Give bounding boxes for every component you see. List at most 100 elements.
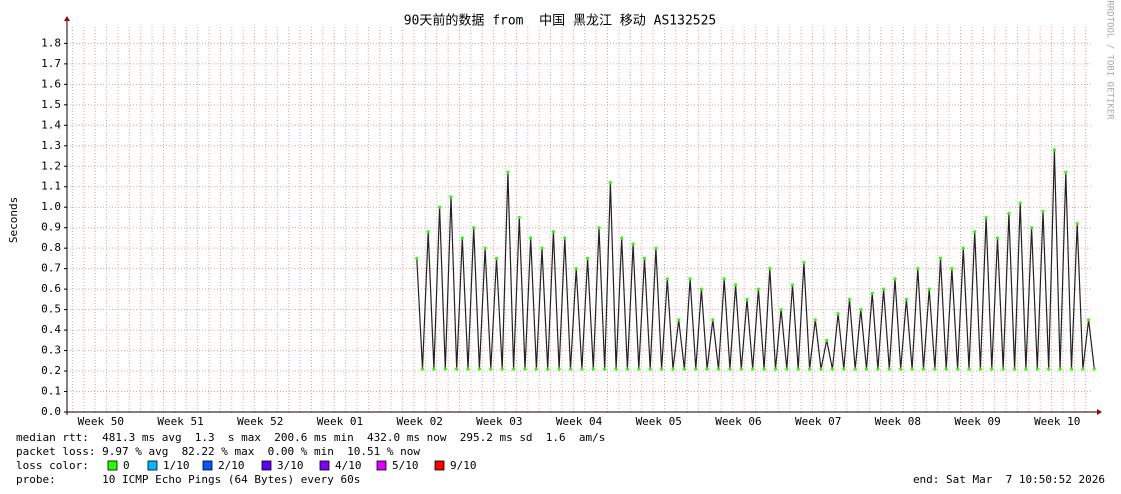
rtt-point bbox=[705, 367, 709, 371]
rtt-point bbox=[694, 367, 698, 371]
rtt-point bbox=[563, 236, 567, 240]
x-tick-label: Week 52 bbox=[237, 415, 283, 428]
rtt-point bbox=[722, 277, 726, 281]
rtt-point bbox=[1086, 318, 1091, 322]
rtt-point bbox=[847, 297, 852, 301]
rtt-point bbox=[489, 367, 493, 371]
probe: probe: 10 ICMP Echo Pings (64 Bytes) eve… bbox=[16, 473, 360, 486]
rtt-point bbox=[973, 230, 977, 234]
rtt-point bbox=[773, 367, 778, 371]
rtt-point bbox=[455, 367, 459, 371]
rtt-point bbox=[1012, 367, 1017, 371]
rtt-point bbox=[1007, 211, 1011, 215]
rtt-point bbox=[511, 367, 516, 371]
rtt-point bbox=[460, 236, 464, 240]
x-tick-label: Week 04 bbox=[556, 415, 603, 428]
legend-label: 3/10 bbox=[277, 459, 304, 472]
rtt-point bbox=[711, 318, 715, 322]
rtt-point bbox=[1041, 209, 1045, 213]
rtt-point bbox=[813, 318, 817, 322]
x-tick-label: Week 06 bbox=[715, 415, 761, 428]
rtt-point bbox=[961, 246, 965, 250]
rtt-point bbox=[842, 367, 846, 371]
legend-label: 2/10 bbox=[218, 459, 245, 472]
legend-swatch bbox=[107, 460, 118, 471]
median-rtt: median rtt: 481.3 ms avg 1.3 s max 200.6… bbox=[16, 431, 605, 444]
rtt-point bbox=[819, 367, 823, 371]
y-tick-label: 1.7 bbox=[41, 57, 61, 70]
x-tick-label: Week 09 bbox=[954, 415, 1000, 428]
rtt-point bbox=[921, 367, 926, 371]
rtt-point bbox=[671, 367, 675, 371]
rtt-point bbox=[756, 287, 760, 291]
y-tick-label: 0.9 bbox=[41, 221, 61, 234]
rtt-point bbox=[591, 367, 595, 371]
legend-label: 9/10 bbox=[450, 459, 477, 472]
legend-label: 0 bbox=[123, 459, 130, 472]
rtt-point bbox=[808, 367, 812, 371]
y-tick-label: 1.1 bbox=[41, 180, 61, 193]
y-tick-label: 0.1 bbox=[41, 385, 61, 398]
rtt-point bbox=[956, 367, 960, 371]
rtt-point bbox=[1018, 201, 1022, 205]
legend-label: 1/10 bbox=[163, 459, 190, 472]
x-axis-arrow bbox=[1097, 409, 1102, 415]
y-tick-label: 1.5 bbox=[41, 98, 61, 111]
y-tick-label: 1.3 bbox=[41, 139, 61, 152]
y-tick-label: 1.4 bbox=[41, 118, 61, 131]
y-tick-label: 0.3 bbox=[41, 344, 61, 357]
rtt-point bbox=[876, 367, 880, 371]
legend-label: 4/10 bbox=[335, 459, 362, 472]
x-tick-label: Week 51 bbox=[157, 415, 203, 428]
rtt-point bbox=[432, 367, 436, 371]
rtt-point bbox=[540, 246, 544, 250]
rtt-point bbox=[950, 267, 954, 271]
chart-title: 90天前的数据 from 中国 黑龙江 移动 AS132525 bbox=[404, 13, 717, 29]
rtt-point bbox=[642, 256, 647, 261]
packet-loss: packet loss: 9.97 % avg 82.22 % max 0.00… bbox=[16, 445, 420, 458]
rtt-point bbox=[762, 367, 766, 371]
rtt-point bbox=[904, 297, 908, 301]
y-tick-label: 0.4 bbox=[41, 323, 61, 336]
rtt-point bbox=[437, 205, 442, 209]
side-label: RRDTOOL / TOBI OETIKER bbox=[1105, 0, 1115, 120]
rtt-point bbox=[864, 367, 869, 371]
rtt-point bbox=[938, 256, 943, 261]
x-tick-label: Week 10 bbox=[1034, 415, 1080, 428]
legend-swatch bbox=[147, 460, 158, 471]
legend-title: loss color: bbox=[16, 459, 89, 472]
rtt-point bbox=[517, 215, 521, 220]
rtt-point bbox=[631, 242, 635, 246]
rtt-point bbox=[910, 367, 914, 371]
rtt-point bbox=[477, 367, 482, 371]
rtt-point bbox=[739, 367, 743, 371]
rtt-point bbox=[745, 297, 749, 301]
rtt-point bbox=[483, 246, 487, 250]
rtt-point bbox=[1047, 367, 1051, 371]
rtt-point bbox=[944, 367, 948, 371]
y-axis-label: Seconds bbox=[7, 197, 20, 243]
x-tick-label: Week 03 bbox=[476, 415, 522, 428]
end-time: end: Sat Mar 7 10:50:52 2026 bbox=[913, 473, 1105, 486]
y-tick-label: 0.7 bbox=[41, 262, 61, 275]
rtt-point bbox=[494, 256, 499, 261]
rtt-point bbox=[654, 246, 658, 250]
rtt-point bbox=[830, 367, 834, 371]
y-tick-label: 0.2 bbox=[41, 364, 61, 377]
rtt-point bbox=[916, 267, 920, 271]
rtt-point bbox=[870, 291, 874, 295]
rtt-point bbox=[580, 367, 584, 371]
rtt-point bbox=[529, 236, 533, 240]
rtt-point bbox=[1052, 148, 1057, 152]
rtt-point bbox=[887, 367, 891, 371]
x-tick-label: Week 02 bbox=[396, 415, 442, 428]
rtt-point bbox=[790, 283, 795, 287]
rtt-point bbox=[990, 367, 994, 371]
rtt-point bbox=[927, 287, 931, 291]
rtt-point bbox=[677, 318, 681, 322]
rtt-point bbox=[1064, 170, 1068, 174]
rtt-point bbox=[995, 236, 1000, 240]
rtt-point bbox=[779, 308, 783, 312]
legend-swatch bbox=[261, 460, 272, 471]
x-tick-label: Week 01 bbox=[317, 415, 363, 428]
